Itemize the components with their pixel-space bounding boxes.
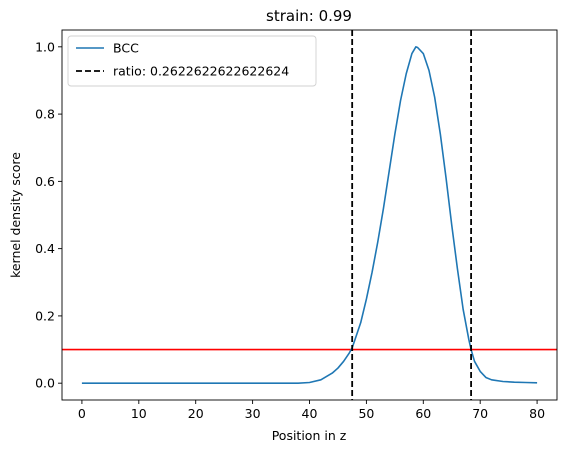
legend-label-ratio: ratio: 0.2622622622622624 [113,64,289,79]
x-tick-label: 60 [415,406,431,421]
y-tick-label: 0.0 [35,376,55,391]
y-tick-label: 0.6 [35,174,55,189]
plot-area [62,30,557,400]
x-tick-label: 50 [358,406,374,421]
y-tick-label: 1.0 [35,39,55,54]
x-axis: 0 10 20 30 40 50 60 70 80 [78,400,545,421]
legend: BCC ratio: 0.2622622622622624 [67,35,317,87]
x-tick-label: 10 [131,406,147,421]
y-tick-label: 0.2 [35,308,55,323]
legend-label-bcc: BCC [113,41,139,56]
y-tick-label: 0.8 [35,107,55,122]
plot-content [62,30,557,400]
plot-frame [61,29,558,401]
chart-title: strain: 0.99 [266,7,352,25]
x-tick-label: 20 [188,406,204,421]
x-axis-label: Position in z [272,428,347,443]
y-axis-label: kernel density score [8,152,23,278]
legend-box [67,35,317,87]
x-tick-label: 30 [245,406,261,421]
series-line-bcc [81,46,538,384]
x-tick-label: 70 [472,406,488,421]
x-tick-label: 40 [302,406,318,421]
x-tick-label: 80 [529,406,545,421]
y-axis: 0.0 0.2 0.4 0.6 0.8 1.0 [35,39,62,391]
x-tick-label: 0 [78,406,86,421]
y-tick-label: 0.4 [35,241,55,256]
